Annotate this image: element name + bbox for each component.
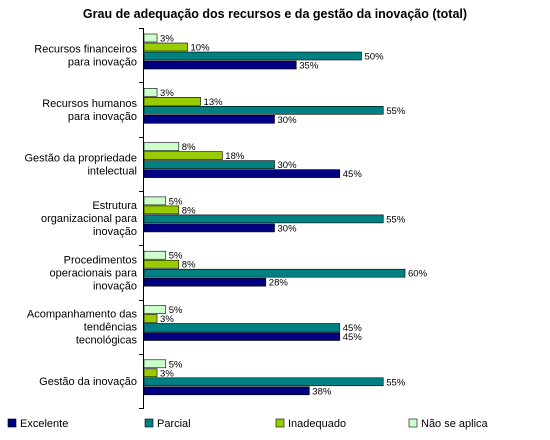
category-labels: Recursos financeiros para inovaçãoRecurso… [24, 44, 137, 388]
bar-parcial-procedimentos-operacionais-para-inovacao [143, 268, 406, 278]
legend-swatch-parcial [144, 418, 154, 428]
data-label-excelente-gestao-da-propriedade-intelectual: 45% [343, 169, 363, 180]
category-label-line: Estrutura [92, 200, 138, 212]
bar-excelente-gestao-da-inovacao [143, 386, 310, 396]
data-label-excelente-gestao-da-inovacao: 38% [312, 386, 332, 397]
bar-excelente-recursos-financeiros-para-inovacao [143, 60, 297, 70]
bar-parcial-gestao-da-inovacao [143, 377, 384, 387]
bar-inadequado-gestao-da-propriedade-intelectual [143, 151, 223, 160]
legend-label-parcial: Parcial [157, 418, 191, 430]
category-label-line: operacionais para [50, 267, 138, 279]
data-label-inadequado-gestao-da-propriedade-intelectual: 18% [225, 151, 245, 162]
bar-excelente-acompanhamento-das-tendencias-tecnologicas [143, 332, 341, 341]
category-label-estrutura-organizacional-para-inovacao: Estrutura organizacional para inovação [41, 200, 138, 238]
category-label-recursos-financeiros-para-inovacao: Recursos financeiros para inovação [34, 44, 137, 69]
data-label-excelente-estrutura-organizacional-para-inovacao: 30% [278, 223, 298, 234]
bar-parcial-acompanhamento-das-tendencias-tecnologicas [143, 323, 341, 332]
category-label-line: para inovação [68, 111, 137, 123]
category-label-line: para inovação [68, 57, 137, 69]
category-label-line: Procedimentos [64, 254, 138, 266]
data-label-inadequado-procedimentos-operacionais-para-inovacao: 8% [182, 260, 196, 271]
legend-swatch-inadequado [275, 418, 285, 428]
data-label-inadequado-gestao-da-inovacao: 3% [160, 368, 174, 379]
data-label-parcial-gestao-da-inovacao: 55% [386, 377, 406, 388]
chart-title: Grau de adequação dos recursos e da gest… [82, 7, 468, 21]
data-label-parcial-acompanhamento-das-tendencias-tecnologicas: 45% [343, 323, 363, 334]
data-label-nao-se-aplica-procedimentos-operacionais-para-inovacao: 5% [169, 251, 183, 262]
legend: Excelente Parcial Inadequado Não se aplica [7, 418, 489, 430]
category-label-line: Recursos humanos [42, 98, 137, 110]
data-label-inadequado-recursos-humanos-para-inovacao: 13% [204, 97, 224, 108]
bar-nao-se-aplica-estrutura-organizacional-para-inovacao [143, 196, 167, 206]
data-label-excelente-recursos-humanos-para-inovacao: 30% [278, 115, 298, 126]
legend-label-inadequado: Inadequado [288, 418, 346, 430]
data-label-inadequado-estrutura-organizacional-para-inovacao: 8% [182, 205, 196, 216]
bar-nao-se-aplica-gestao-da-inovacao [143, 359, 167, 369]
category-label-line: Acompanhamento das [27, 309, 138, 321]
bar-inadequado-estrutura-organizacional-para-inovacao [143, 205, 180, 215]
data-label-nao-se-aplica-recursos-financeiros-para-inovacao: 3% [160, 34, 174, 45]
bar-nao-se-aplica-gestao-da-propriedade-intelectual [143, 142, 180, 151]
bar-excelente-gestao-da-propriedade-intelectual [143, 169, 341, 178]
bar-excelente-recursos-humanos-para-inovacao [143, 115, 275, 124]
data-label-inadequado-acompanhamento-das-tendencias-tecnologicas: 3% [160, 314, 174, 325]
category-label-line: Gestão da inovação [39, 376, 137, 388]
category-label-procedimentos-operacionais-para-inovacao: Procedimentos operacionais para inovação [50, 254, 138, 292]
bar-inadequado-acompanhamento-das-tendencias-tecnologicas [143, 314, 158, 323]
bar-parcial-estrutura-organizacional-para-inovacao [143, 214, 384, 224]
bar-excelente-estrutura-organizacional-para-inovacao [143, 223, 275, 233]
bar-inadequado-recursos-financeiros-para-inovacao [143, 42, 188, 52]
category-axis-ticks [139, 28, 144, 409]
data-label-nao-se-aplica-acompanhamento-das-tendencias-tecnologicas: 5% [169, 305, 183, 316]
category-label-line: tecnológicas [76, 335, 138, 347]
data-label-excelente-procedimentos-operacionais-para-inovacao: 28% [269, 278, 289, 289]
category-label-line: intelectual [87, 165, 137, 177]
data-label-inadequado-recursos-financeiros-para-inovacao: 10% [191, 43, 211, 54]
bar-nao-se-aplica-procedimentos-operacionais-para-inovacao [143, 250, 167, 260]
data-label-nao-se-aplica-gestao-da-propriedade-intelectual: 8% [182, 142, 196, 153]
category-label-line: inovação [93, 280, 137, 292]
category-label-line: Gestão da propriedade [24, 152, 137, 164]
bar-inadequado-recursos-humanos-para-inovacao [143, 97, 201, 106]
category-label-line: inovação [93, 226, 137, 238]
data-label-parcial-gestao-da-propriedade-intelectual: 30% [278, 160, 298, 171]
bar-inadequado-gestao-da-inovacao [143, 368, 158, 378]
data-label-parcial-estrutura-organizacional-para-inovacao: 55% [386, 214, 406, 225]
category-label-line: tendências [84, 322, 138, 334]
data-label-excelente-acompanhamento-das-tendencias-tecnologicas: 45% [343, 332, 363, 343]
bar-parcial-gestao-da-propriedade-intelectual [143, 160, 275, 169]
category-label-line: organizacional para [41, 213, 138, 225]
data-label-excelente-recursos-financeiros-para-inovacao: 35% [299, 61, 319, 72]
bar-nao-se-aplica-recursos-financeiros-para-inovacao [143, 33, 158, 43]
bar-parcial-recursos-humanos-para-inovacao [143, 106, 384, 115]
bar-nao-se-aplica-recursos-humanos-para-inovacao [143, 88, 158, 97]
data-label-parcial-recursos-humanos-para-inovacao: 55% [386, 106, 406, 117]
category-label-line: Recursos financeiros [34, 44, 137, 56]
data-label-parcial-recursos-financeiros-para-inovacao: 50% [365, 52, 385, 63]
bar-excelente-procedimentos-operacionais-para-inovacao [143, 277, 267, 287]
category-label-gestao-da-inovacao: Gestão da inovação [39, 376, 137, 388]
bar-parcial-recursos-financeiros-para-inovacao [143, 51, 362, 61]
legend-swatch-nao-se-aplica [408, 418, 418, 428]
data-label-nao-se-aplica-recursos-humanos-para-inovacao: 3% [160, 88, 174, 99]
category-label-recursos-humanos-para-inovacao: Recursos humanos para inovação [42, 98, 137, 123]
legend-label-excelente: Excelente [20, 418, 68, 430]
legend-swatch-excelente [7, 418, 17, 428]
data-label-nao-se-aplica-gestao-da-inovacao: 5% [169, 359, 183, 370]
bar-inadequado-procedimentos-operacionais-para-inovacao [143, 259, 180, 269]
category-label-acompanhamento-das-tendencias-tecnologicas: Acompanhamento das tendências tecnológicas [27, 309, 138, 347]
legend-label-nao-se-aplica: Não se aplica [421, 418, 489, 430]
category-label-gestao-da-propriedade-intelectual: Gestão da propriedade intelectual [24, 152, 137, 177]
bars: 3%10%50%35%3%13%55%30%8%18%30%45%5%8%55%… [143, 33, 428, 397]
data-label-nao-se-aplica-estrutura-organizacional-para-inovacao: 5% [169, 196, 183, 207]
bar-nao-se-aplica-acompanhamento-das-tendencias-tecnologicas [143, 305, 167, 314]
data-label-parcial-procedimentos-operacionais-para-inovacao: 60% [408, 269, 428, 280]
